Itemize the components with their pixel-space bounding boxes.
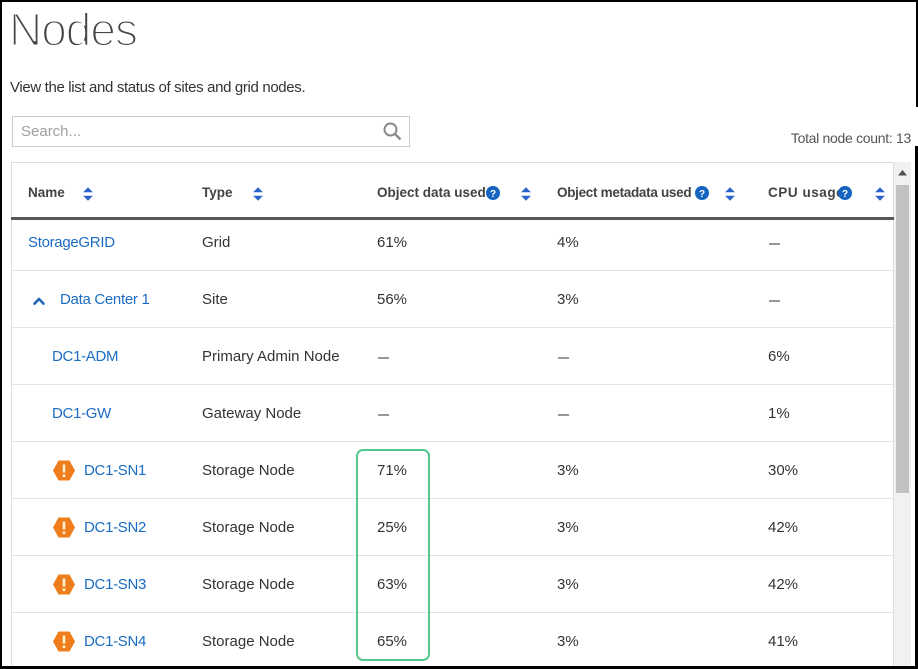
- svg-text:?: ?: [842, 189, 848, 200]
- svg-text:?: ?: [699, 189, 705, 200]
- svg-text:Nodes: Nodes: [9, 3, 137, 55]
- svg-text:?: ?: [490, 189, 496, 200]
